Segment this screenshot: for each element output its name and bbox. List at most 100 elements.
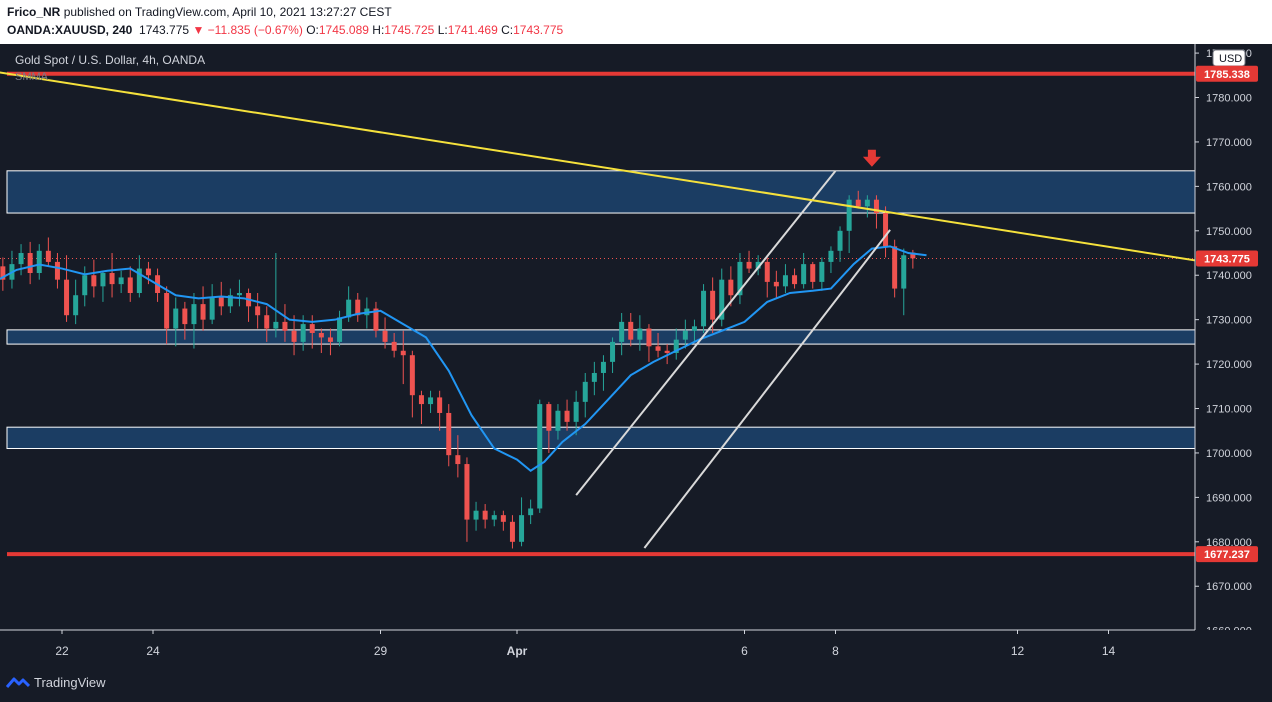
candle-body [555, 410, 561, 431]
candle-body [655, 346, 661, 351]
channel-upper-line [575, 170, 837, 496]
candle-body [118, 277, 124, 285]
candle-body [82, 275, 88, 296]
candle-body [600, 361, 606, 373]
current-price-label: 1743.775 [1204, 253, 1250, 265]
candle-body [573, 401, 579, 422]
candle-body [173, 308, 179, 329]
candle-body [728, 279, 734, 296]
candle-body [18, 253, 24, 265]
candle-body [873, 199, 879, 214]
close-value: 1743.775 [513, 23, 564, 37]
candle-body [637, 328, 643, 340]
candle-body [373, 308, 379, 331]
candle-body [282, 321, 288, 331]
current-price-tag [1196, 250, 1258, 267]
candle-body [382, 330, 388, 342]
candle-body [218, 297, 224, 307]
channel-lower-line [643, 229, 891, 549]
candle-body [45, 250, 51, 262]
footer-bar: TradingView [0, 662, 1272, 702]
zone-1 [6, 170, 1195, 214]
candle-body [182, 308, 188, 325]
candle-body [491, 515, 497, 520]
candle-body [546, 404, 552, 431]
candle-body [537, 404, 543, 509]
currency-label: USD [1219, 53, 1242, 65]
published-text: published on TradingView.com, April 10, … [63, 5, 392, 19]
indicator-label[interactable]: SMMA [15, 71, 48, 83]
candle-body [755, 261, 761, 269]
candle-body [910, 252, 916, 259]
time-tick-label: 12 [1011, 644, 1025, 658]
candle-body [701, 290, 707, 327]
price-axis[interactable] [1195, 44, 1272, 630]
candle-body [782, 275, 788, 287]
price-chart[interactable]: 1660.0001670.0001680.0001690.0001700.000… [0, 44, 1272, 662]
candle-body [346, 299, 352, 318]
time-tick-label: 24 [146, 644, 160, 658]
candle-body [819, 261, 825, 282]
price-tick-label: 1740.000 [1206, 270, 1252, 282]
price-change: −11.835 (−0.67%) [207, 23, 303, 37]
time-tick-label: 29 [374, 644, 388, 658]
price-tick-label: 1780.000 [1206, 93, 1252, 105]
candle-body [901, 255, 907, 289]
ohlc-line: OANDA:XAUUSD, 240 1743.775 ▼ −11.835 (−0… [7, 23, 563, 37]
candle-body [264, 315, 270, 329]
price-tick-label: 1680.000 [1206, 537, 1252, 549]
publish-line: Frico_NR published on TradingView.com, A… [7, 5, 392, 19]
candle-body [54, 261, 60, 280]
candle-body [27, 253, 33, 274]
candle-body [255, 306, 261, 316]
candle-body [528, 508, 534, 516]
candle-body [191, 304, 197, 325]
down-triangle-icon: ▼ [192, 23, 205, 37]
legend-title: Gold Spot / U.S. Dollar, 4h, OANDA [15, 53, 206, 67]
candle-body [746, 261, 752, 269]
chart-area[interactable]: 1660.0001670.0001680.0001690.0001700.000… [0, 44, 1272, 662]
high-value: 1745.725 [384, 23, 435, 37]
price-tick-label: 1720.000 [1206, 359, 1252, 371]
smma-line [0, 245, 927, 472]
zone-3 [6, 426, 1195, 450]
candle-body [764, 261, 770, 282]
candle-body [273, 321, 279, 329]
tradingview-logo-icon[interactable] [6, 675, 30, 689]
candle-body [773, 281, 779, 287]
candle-body [36, 250, 42, 274]
level-2-label: 1677.237 [1204, 549, 1250, 561]
time-tick-label: Apr [507, 644, 528, 658]
trend-line [0, 71, 1195, 262]
candle-body [209, 297, 215, 320]
candle-body [482, 510, 488, 520]
candle-body [892, 246, 898, 289]
candle-body [100, 273, 106, 287]
time-axis[interactable] [0, 630, 1272, 662]
candle-body [719, 279, 725, 320]
price-tick-label: 1700.000 [1206, 448, 1252, 460]
candle-body [127, 277, 133, 294]
last-price: 1743.775 [139, 23, 190, 37]
high-label: H: [372, 23, 385, 37]
candle-body [810, 264, 816, 282]
plot-area[interactable] [0, 69, 1272, 637]
candle-body [682, 330, 688, 340]
symbol-label: OANDA:XAUUSD, 240 [7, 23, 133, 37]
candle-body [409, 355, 415, 396]
author-name[interactable]: Frico_NR [7, 5, 61, 19]
candle-body [236, 293, 242, 296]
time-tick-label: 8 [832, 644, 839, 658]
brand-name[interactable]: TradingView [34, 675, 106, 690]
candle-body [437, 397, 443, 413]
candle-body [428, 397, 434, 405]
level-1-label: 1785.338 [1204, 69, 1250, 81]
candle-body [646, 328, 652, 347]
candle-body [737, 261, 743, 296]
candle-body [418, 395, 424, 405]
price-tick-label: 1690.000 [1206, 492, 1252, 504]
candle-body [864, 199, 870, 207]
arrow-down-icon [862, 149, 881, 167]
chart-legend: Gold Spot / U.S. Dollar, 4h, OANDA SMMA [15, 53, 206, 83]
candle-body [200, 304, 206, 320]
